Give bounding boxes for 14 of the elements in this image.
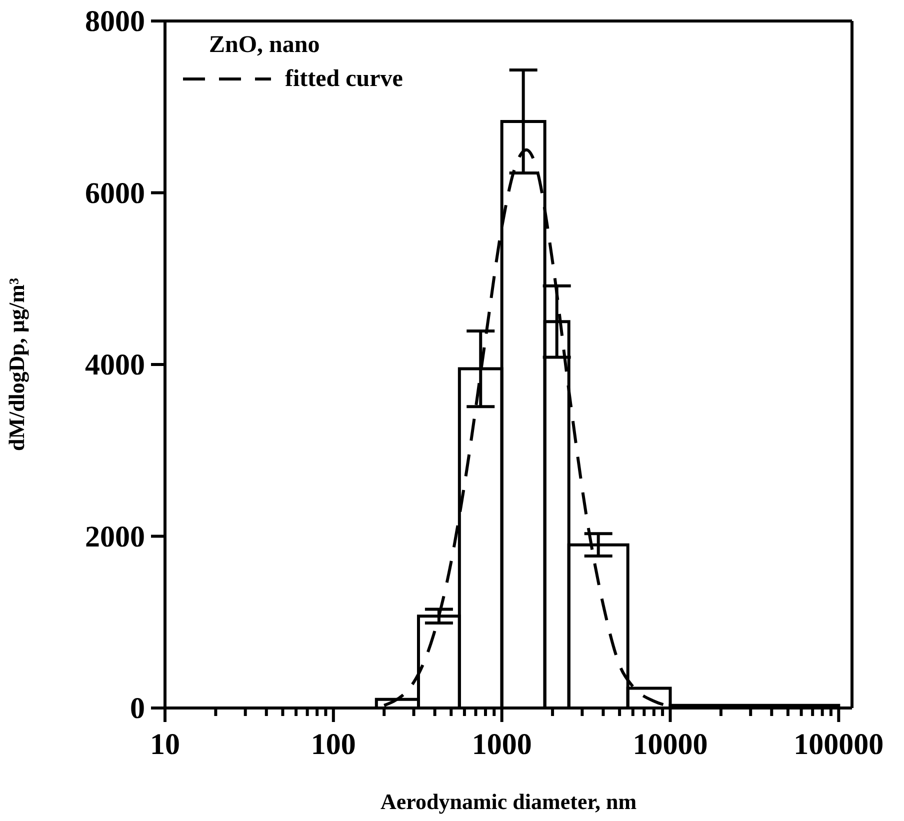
- x-tick-label: 10: [150, 728, 180, 761]
- y-tick-label: 2000: [85, 520, 145, 554]
- y-tick-label: 0: [130, 692, 145, 725]
- y-tick-label: 4000: [85, 348, 145, 382]
- legend-label: fitted curve: [285, 65, 403, 94]
- x-tick-label: 10000: [632, 728, 708, 761]
- y-tick-label: 6000: [85, 176, 145, 210]
- x-tick-label: 1000: [472, 728, 532, 761]
- legend-title: ZnO, nano: [208, 31, 321, 60]
- y-axis-title: dM/dlogDp, μg/m³: [4, 278, 29, 452]
- x-tick-label: 100: [310, 728, 356, 761]
- x-axis-title: Aerodynamic diameter, nm: [380, 789, 637, 814]
- x-tick-label: 100000: [794, 728, 884, 761]
- y-tick-label: 8000: [85, 5, 145, 38]
